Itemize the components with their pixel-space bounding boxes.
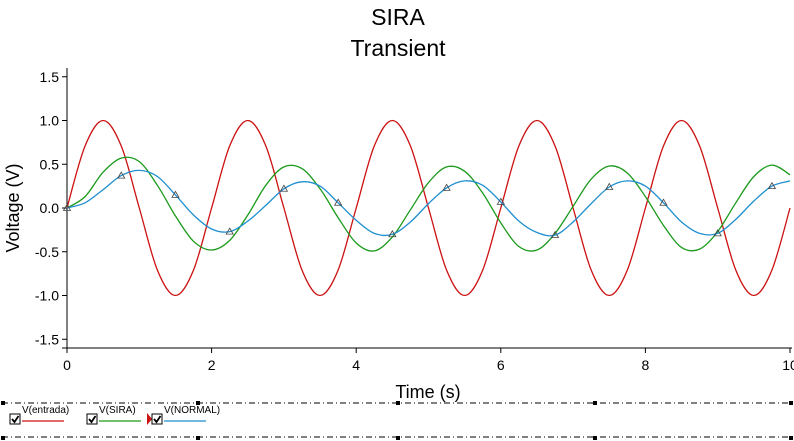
y-tick-label: 1.5 xyxy=(40,69,60,85)
legend-label: V(SIRA) xyxy=(99,405,136,416)
data-point-v-normal xyxy=(279,184,289,192)
series-line-v-normal xyxy=(66,169,791,237)
chart-title: SIRA xyxy=(371,4,425,30)
legend-label: V(entrada) xyxy=(22,405,69,416)
legend-item[interactable]: V(SIRA) xyxy=(86,405,141,425)
legend: V(entrada) V(SIRA) V(NORMAL) xyxy=(1,401,793,440)
chart-subtitle: Transient xyxy=(350,35,446,61)
data-point-v-normal xyxy=(117,171,126,179)
series-lines xyxy=(66,119,791,297)
data-point-v-normal xyxy=(442,183,451,191)
x-tick-label: 4 xyxy=(352,357,360,373)
x-ticks: 0 2 4 6 8 10 xyxy=(63,348,794,373)
series-line-v-entrada xyxy=(66,119,791,297)
checkmark-icon xyxy=(88,415,97,424)
y-tick-label: 0.5 xyxy=(40,156,60,172)
y-tick-label: 1.0 xyxy=(40,113,60,129)
y-tick-label: -1.5 xyxy=(35,331,59,347)
checkmark-icon xyxy=(11,415,20,424)
y-axis-label: Voltage (V) xyxy=(3,163,23,252)
data-point-v-normal xyxy=(171,190,180,198)
legend-handle[interactable] xyxy=(1,436,5,440)
legend-handle[interactable] xyxy=(396,436,400,440)
x-tick-label: 0 xyxy=(63,357,71,373)
x-tick-label: 10 xyxy=(782,357,794,373)
data-point-v-normal xyxy=(605,182,614,190)
checkmark-icon xyxy=(153,415,162,424)
y-ticks: -1.5 -1.0 -0.5 0.0 0.5 1.0 1.5 xyxy=(35,69,67,347)
data-point-v-normal xyxy=(333,198,343,206)
legend-label: V(NORMAL) xyxy=(164,405,220,416)
data-point-v-normal xyxy=(767,181,777,190)
x-tick-label: 6 xyxy=(497,357,505,373)
legend-checkbox[interactable] xyxy=(86,413,98,425)
legend-item[interactable]: V(NORMAL) xyxy=(147,405,220,425)
data-point-v-normal xyxy=(62,203,72,211)
legend-handle[interactable] xyxy=(789,436,793,440)
data-point-v-normal xyxy=(550,230,560,239)
legend-handle[interactable] xyxy=(1,401,5,405)
data-point-v-normal xyxy=(388,229,397,238)
y-tick-label: -1.0 xyxy=(35,288,59,304)
x-axis-label: Time (s) xyxy=(395,382,460,402)
y-tick-label: 0.0 xyxy=(40,200,60,216)
legend-handle[interactable] xyxy=(196,436,200,440)
legend-checkbox[interactable] xyxy=(9,413,21,425)
legend-marker-icon xyxy=(147,413,152,425)
series-markers xyxy=(62,171,777,239)
legend-item[interactable]: V(entrada) xyxy=(9,405,69,425)
y-tick-label: -0.5 xyxy=(35,244,59,260)
legend-handle[interactable] xyxy=(396,401,400,405)
x-tick-label: 2 xyxy=(208,357,216,373)
x-tick-label: 8 xyxy=(642,357,650,373)
legend-handle[interactable] xyxy=(789,401,793,405)
series-line-v-sira xyxy=(66,156,791,252)
data-point-v-normal xyxy=(496,197,505,205)
data-point-v-normal xyxy=(713,229,722,237)
data-point-v-normal xyxy=(225,227,234,235)
legend-handle[interactable] xyxy=(196,401,200,405)
legend-handle[interactable] xyxy=(593,401,597,405)
legend-checkbox[interactable] xyxy=(151,413,163,425)
legend-handle[interactable] xyxy=(593,436,597,440)
data-point-v-normal xyxy=(659,198,668,206)
plot-area: -1.5 -1.0 -0.5 0.0 0.5 1.0 1.5 0 2 4 6 8 10 xyxy=(35,68,794,373)
